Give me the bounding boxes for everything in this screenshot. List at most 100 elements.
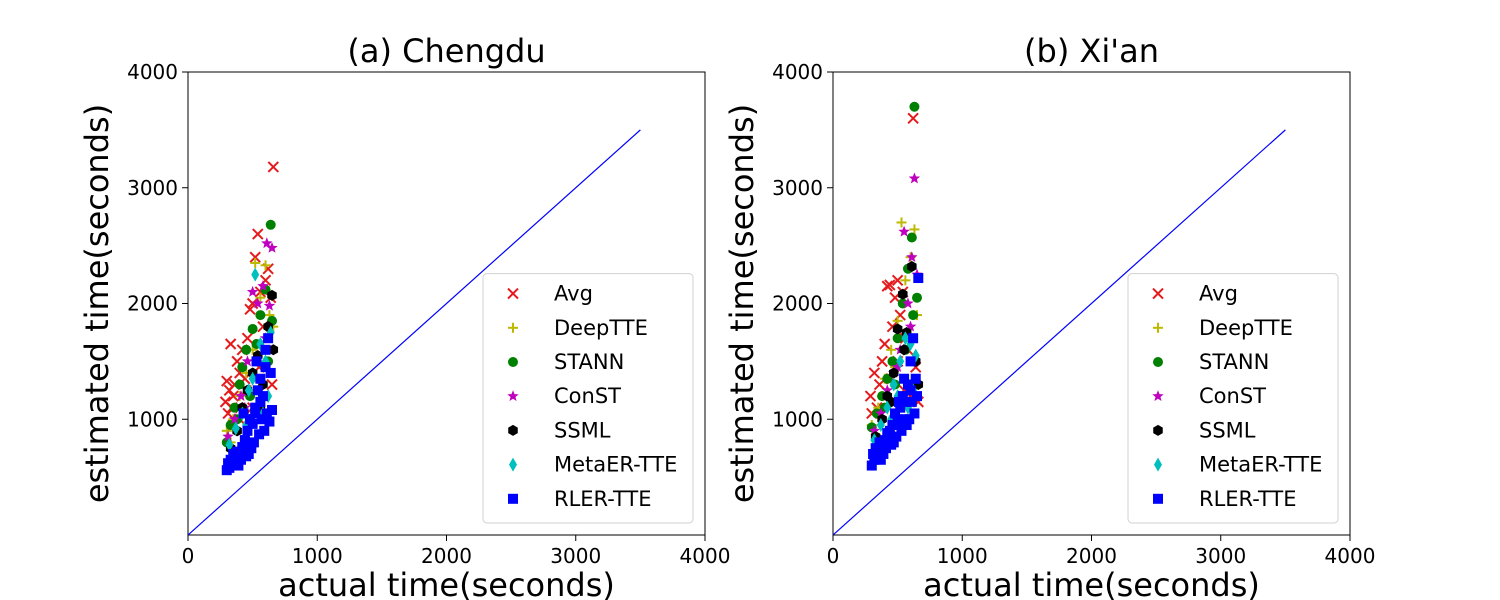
data-point-stroke [873, 378, 886, 391]
data-point [255, 373, 266, 384]
data-point [237, 442, 248, 453]
legend-label: DeepTTE [1199, 316, 1293, 340]
data-point [268, 344, 279, 356]
x-axis-title: actual time(seconds) [278, 566, 615, 600]
data-point [249, 251, 261, 263]
legend-label: STANN [1199, 350, 1269, 374]
data-point [255, 292, 266, 303]
data-point [248, 437, 259, 448]
data-point [884, 425, 895, 436]
data-point [881, 384, 893, 396]
data-point [255, 396, 266, 407]
data-point [257, 280, 269, 291]
data-point [256, 414, 267, 425]
data-point [902, 379, 913, 390]
legend-label: SSML [554, 418, 611, 442]
legend-label: Avg [554, 282, 593, 306]
plot-area [833, 101, 1286, 535]
data-point [252, 385, 263, 396]
legend-label: ConST [1199, 384, 1266, 408]
data-point [230, 448, 241, 459]
chart-title: (b) Xi'an [1024, 32, 1159, 70]
data-point [260, 344, 271, 355]
legend-marker [1153, 322, 1163, 333]
data-point [248, 371, 257, 386]
legend-marker [507, 287, 519, 300]
data-point [261, 237, 273, 249]
chart-panel: (a) Chengdu 0 1000 2000 3000 4000 1000 2000 3000… [78, 32, 730, 600]
x-tick-label: 1000 [937, 544, 988, 568]
data-point [225, 437, 234, 452]
data-point [264, 416, 275, 427]
legend-marker [1153, 357, 1163, 367]
legend-label: Avg [1199, 282, 1238, 306]
data-point [901, 331, 910, 346]
data-point-stroke [266, 378, 278, 391]
data-point-stroke [262, 263, 274, 275]
data-point [267, 289, 277, 301]
data-point [221, 375, 233, 387]
data-point-stroke [241, 332, 254, 344]
data-point [904, 320, 917, 332]
data-point [905, 356, 916, 367]
data-point [263, 333, 274, 344]
data-point [234, 379, 245, 390]
legend-marker [509, 457, 517, 472]
data-point [251, 356, 262, 367]
y-tick-label: 2000 [127, 292, 178, 316]
legend-marker [1153, 493, 1163, 504]
data-point [898, 288, 908, 300]
x-tick-label: 4000 [1325, 544, 1376, 568]
data-point [910, 373, 921, 384]
data-point [251, 267, 260, 282]
data-point [254, 429, 265, 440]
plot-area [188, 129, 641, 535]
legend-label: ConST [554, 384, 621, 408]
data-point [265, 367, 276, 378]
data-point [886, 344, 897, 355]
data-point [906, 396, 917, 407]
data-point [896, 217, 907, 228]
x-axis-title: actual time(seconds) [923, 566, 1260, 600]
legend: Avg DeepTTE STANN ConST SSML MetaER-TTE RLER-T… [482, 273, 694, 524]
data-point [252, 228, 264, 240]
legend-label: RLER-TTE [1199, 487, 1297, 511]
data-point-stroke [881, 280, 893, 292]
data-point [883, 431, 894, 442]
data-point [247, 418, 258, 429]
data-point [224, 338, 237, 350]
data-point [900, 414, 911, 425]
data-point-stroke [878, 338, 891, 350]
y-tick-label: 3000 [127, 176, 178, 200]
legend-label: RLER-TTE [554, 487, 652, 511]
data-point [261, 408, 272, 419]
data-point [231, 421, 240, 436]
data-point [250, 402, 261, 413]
data-point [902, 297, 914, 309]
data-point [908, 333, 919, 344]
data-point [892, 323, 903, 335]
data-point [242, 425, 253, 436]
data-point [908, 172, 921, 184]
x-tick-label: 3000 [550, 544, 601, 568]
data-point [890, 408, 901, 419]
legend-marker [507, 390, 519, 402]
data-point-stroke [907, 112, 919, 125]
data-point [883, 400, 892, 415]
data-point [889, 377, 898, 392]
data-point [239, 435, 250, 446]
data-point [884, 279, 896, 291]
data-point [901, 420, 912, 431]
data-point-stroke [244, 303, 256, 315]
data-point [898, 225, 910, 237]
data-point [265, 219, 276, 230]
y-tick-label: 1000 [127, 407, 178, 431]
y-tick-label: 2000 [772, 292, 823, 316]
data-point [227, 390, 239, 402]
data-point [906, 232, 917, 243]
data-point [891, 361, 904, 373]
data-point [907, 260, 917, 272]
data-point [235, 390, 247, 401]
data-point [250, 257, 261, 268]
legend-marker [508, 357, 518, 367]
